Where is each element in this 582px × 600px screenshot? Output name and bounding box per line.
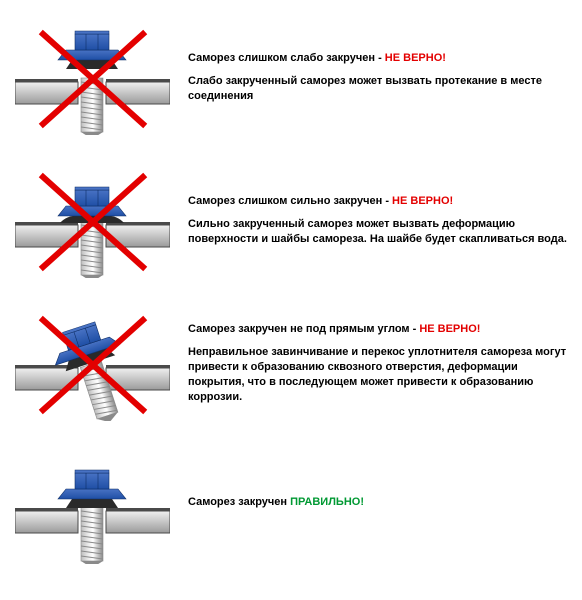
instruction-row-loose: Саморез слишком слабо закручен - НЕ ВЕРН…: [15, 20, 567, 135]
text-block: Саморез слишком сильно закручен - НЕ ВЕР…: [188, 194, 567, 247]
instruction-row-angled: Саморез закручен не под прямым углом - Н…: [15, 306, 567, 421]
screw-diagram-loose: [15, 20, 170, 135]
text-block: Саморез закручен ПРАВИЛЬНО!: [188, 495, 567, 518]
title-prefix: Саморез слишком слабо закручен -: [188, 52, 385, 64]
screw-diagram-angled: [15, 306, 170, 421]
status-correct: ПРАВИЛЬНО!: [290, 496, 364, 508]
text-block: Саморез слишком слабо закручен - НЕ ВЕРН…: [188, 51, 567, 104]
title-line: Саморез слишком сильно закручен - НЕ ВЕР…: [188, 194, 567, 209]
text-block: Саморез закручен не под прямым углом - Н…: [188, 322, 567, 404]
instruction-row-correct: Саморез закручен ПРАВИЛЬНО!: [15, 449, 567, 564]
status-incorrect: НЕ ВЕРНО!: [419, 323, 480, 335]
title-prefix: Саморез слишком сильно закручен -: [188, 195, 392, 207]
screw-diagram-overtight: [15, 163, 170, 278]
description-text: Слабо закрученный саморез может вызвать …: [188, 74, 567, 104]
title-prefix: Саморез закручен не под прямым углом -: [188, 323, 419, 335]
screw-diagram-correct: [15, 449, 170, 564]
title-line: Саморез закручен ПРАВИЛЬНО!: [188, 495, 567, 510]
status-incorrect: НЕ ВЕРНО!: [385, 52, 446, 64]
instruction-row-overtight: Саморез слишком сильно закручен - НЕ ВЕР…: [15, 163, 567, 278]
title-line: Саморез закручен не под прямым углом - Н…: [188, 322, 567, 337]
title-prefix: Саморез закручен: [188, 496, 290, 508]
status-incorrect: НЕ ВЕРНО!: [392, 195, 453, 207]
description-text: Сильно закрученный саморез может вызвать…: [188, 217, 567, 247]
title-line: Саморез слишком слабо закручен - НЕ ВЕРН…: [188, 51, 567, 66]
description-text: Неправильное завинчивание и перекос упло…: [188, 345, 567, 404]
